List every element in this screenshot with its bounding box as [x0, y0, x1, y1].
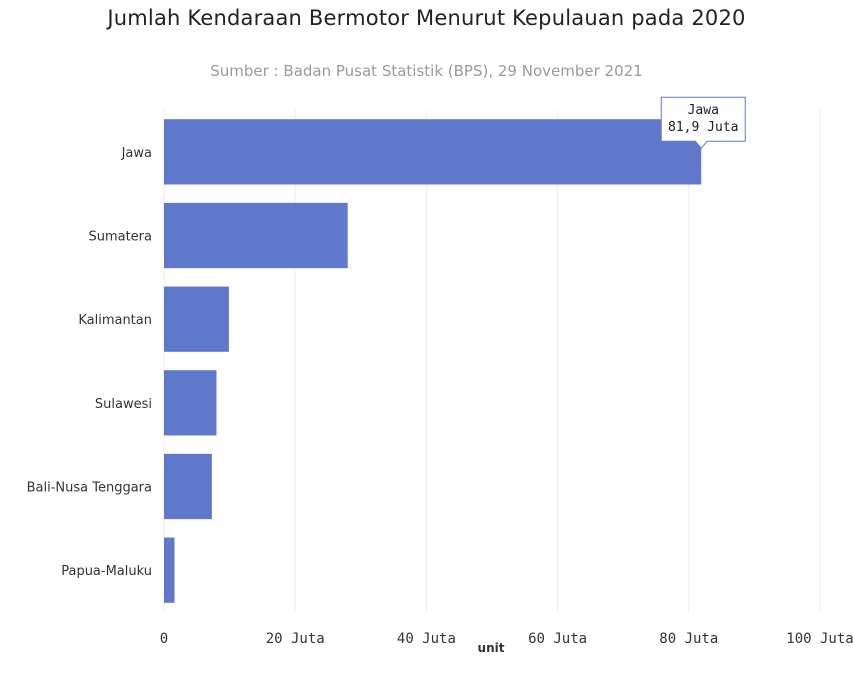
y-tick-label: Bali-Nusa Tenggara — [27, 481, 152, 496]
y-tick-label: Sulawesi — [95, 397, 152, 412]
y-tick-label: Kalimantan — [78, 313, 152, 328]
y-tick-label: Papua-Maluku — [61, 564, 152, 579]
x-tick-label: 60 Juta — [528, 631, 587, 647]
tooltip-value: 81,9 Juta — [668, 120, 738, 135]
bar-bali-nusa-tenggara[interactable] — [164, 454, 212, 519]
bars — [164, 119, 701, 603]
x-tick-label: 80 Juta — [659, 631, 718, 647]
bar-papua-maluku[interactable] — [164, 538, 174, 603]
y-tick-label: Sumatera — [88, 230, 152, 245]
bar-jawa[interactable] — [164, 119, 701, 184]
x-tick-label: 20 Juta — [266, 631, 325, 647]
x-tick-label: 40 Juta — [397, 631, 456, 647]
x-axis-tick-labels: 0 20 Juta 40 Juta 60 Juta 80 Juta 100 Juta — [160, 631, 853, 647]
y-tick-label: Jawa — [121, 146, 152, 161]
bar-kalimantan[interactable] — [164, 287, 229, 352]
bar-sumatera[interactable] — [164, 203, 348, 268]
x-axis-label: unit — [478, 641, 505, 655]
tooltip: Jawa 81,9 Juta — [661, 97, 745, 148]
x-tick-label: 100 Juta — [786, 631, 853, 647]
tooltip-category: Jawa — [688, 103, 719, 118]
x-tick-label: 0 — [160, 631, 168, 647]
y-axis-tick-labels: Jawa Sumatera Kalimantan Sulawesi Bali-Nusa … — [27, 146, 152, 579]
bar-sulawesi[interactable] — [164, 370, 216, 435]
gridlines — [164, 110, 820, 612]
